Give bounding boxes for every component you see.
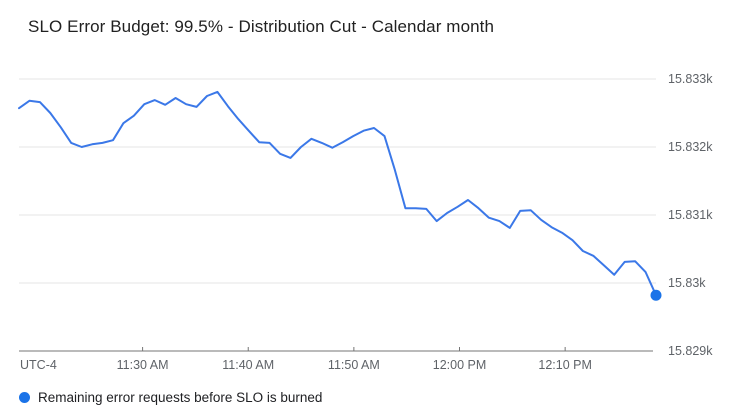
y-axis-tick-label: 15.831k xyxy=(668,208,713,222)
x-axis-tick-label: 11:50 AM xyxy=(328,358,380,372)
slo-error-budget-chart[interactable]: 15.833k 15.832k 15.831k 15.83k 15.829k 11:30 … xyxy=(0,0,732,382)
y-axis-tick-label: 15.832k xyxy=(668,140,713,154)
legend-series-marker-icon xyxy=(19,391,30,403)
series-end-point-dot xyxy=(650,289,662,301)
x-axis-tick-label: 11:40 AM xyxy=(222,358,274,372)
chart-title: SLO Error Budget: 99.5% - Distribution C… xyxy=(28,17,495,36)
x-axis-tick-label: 11:30 AM xyxy=(117,358,169,372)
legend-item[interactable]: Remaining error requests before SLO is b… xyxy=(19,389,322,405)
y-axis-tick-label: 15.829k xyxy=(668,344,713,358)
series-line xyxy=(18,90,657,297)
legend-label: Remaining error requests before SLO is b… xyxy=(38,389,323,405)
timezone-label: UTC-4 xyxy=(20,358,57,372)
x-axis-tick-label: 12:10 PM xyxy=(538,358,592,372)
y-axis-tick-label: 15.833k xyxy=(668,72,713,86)
x-axis-tick-label: 12:00 PM xyxy=(433,358,487,372)
y-axis-tick-label: 15.83k xyxy=(668,276,706,290)
